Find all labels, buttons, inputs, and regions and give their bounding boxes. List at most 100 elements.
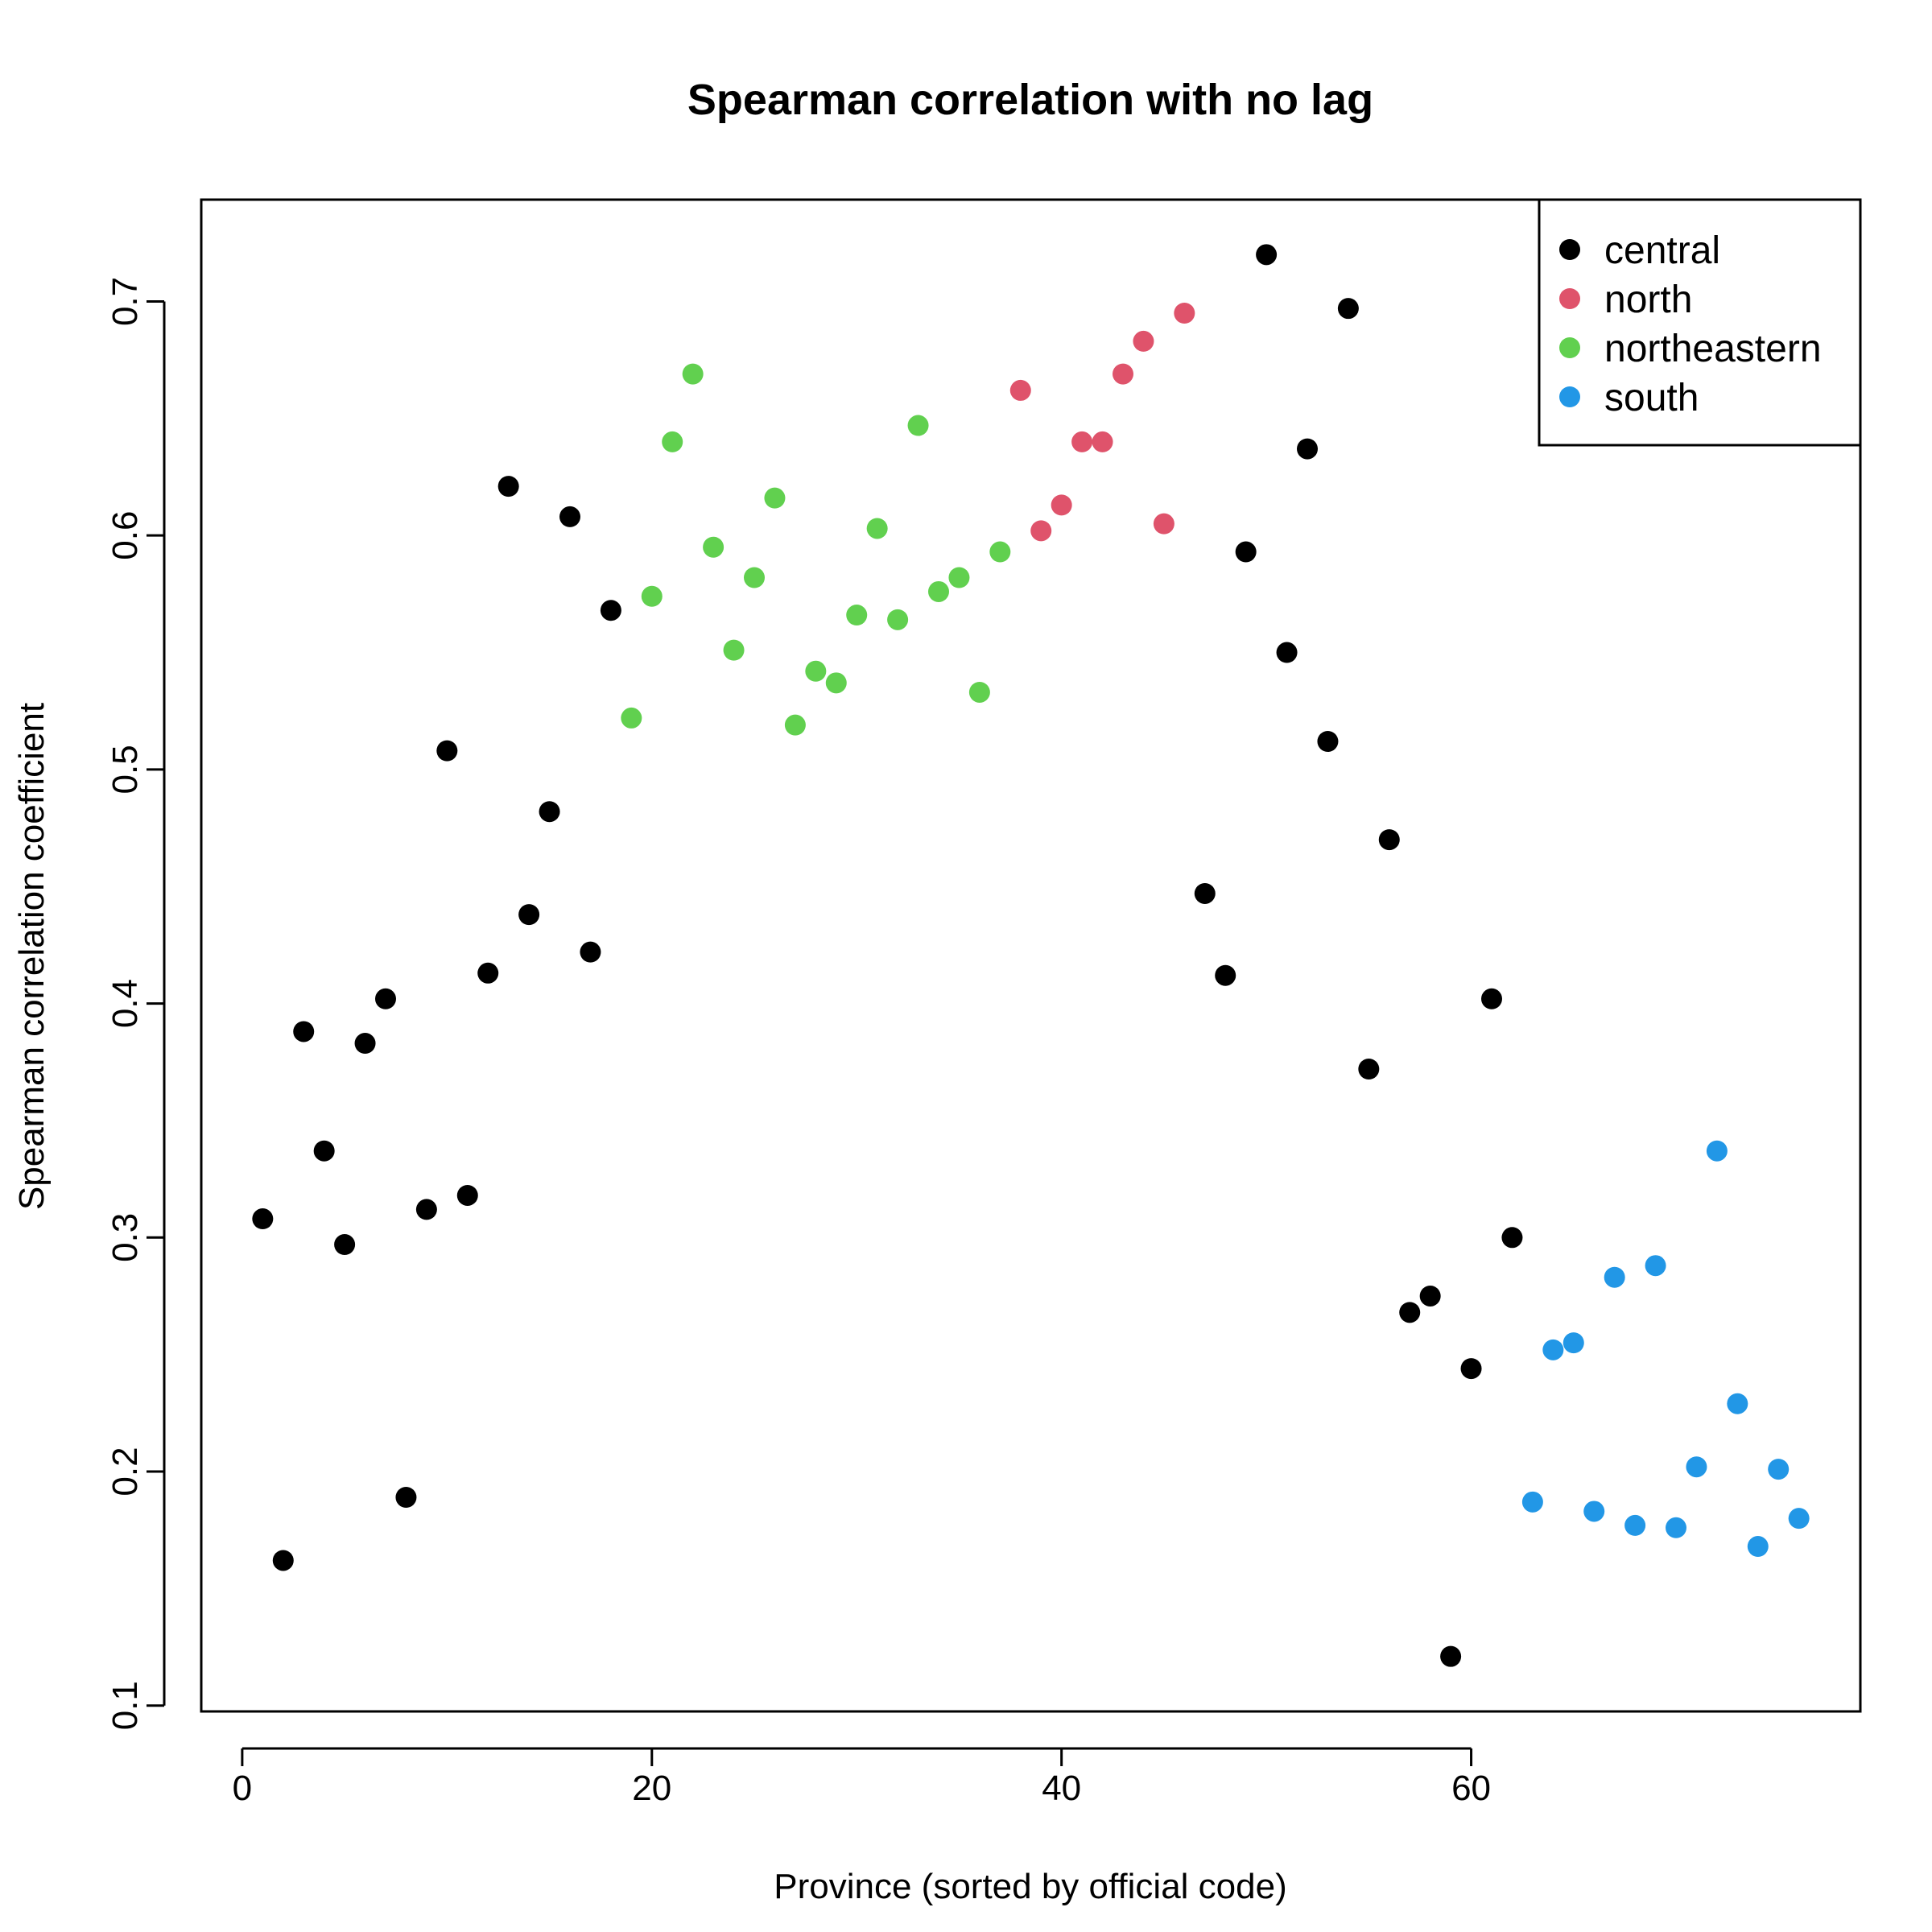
data-point-south bbox=[1542, 1339, 1564, 1360]
data-point-central bbox=[456, 1184, 478, 1206]
chart-title: Spearman correlation with no lag bbox=[687, 76, 1373, 124]
plot-area-frame bbox=[200, 198, 1862, 1713]
x-tick-label: 0 bbox=[233, 1769, 252, 1808]
data-point-northeastern bbox=[825, 672, 847, 694]
data-point-south bbox=[1645, 1255, 1666, 1277]
data-point-northeastern bbox=[744, 567, 765, 588]
data-point-northeastern bbox=[703, 536, 724, 558]
data-point-northeastern bbox=[764, 487, 786, 509]
data-point-south bbox=[1666, 1517, 1686, 1538]
y-tick-label: 0.3 bbox=[105, 1213, 145, 1262]
data-point-central bbox=[1440, 1645, 1462, 1667]
data-point-central bbox=[252, 1208, 274, 1230]
data-point-central bbox=[313, 1140, 335, 1162]
data-point-north bbox=[1174, 302, 1195, 324]
data-point-north bbox=[1009, 379, 1031, 401]
data-point-central bbox=[1460, 1358, 1482, 1380]
x-axis-label: Province (sorted by official code) bbox=[774, 1867, 1286, 1906]
data-point-north bbox=[1133, 330, 1154, 352]
x-tick-label: 60 bbox=[1451, 1769, 1491, 1808]
legend-marker-south bbox=[1559, 386, 1580, 407]
data-point-north bbox=[1071, 431, 1093, 452]
data-point-central bbox=[272, 1550, 294, 1571]
data-point-northeastern bbox=[846, 605, 868, 626]
legend: central north northeastern south bbox=[1538, 198, 1862, 447]
data-point-central bbox=[497, 476, 519, 497]
data-point-central bbox=[518, 904, 540, 926]
data-point-central bbox=[539, 801, 560, 823]
data-point-central bbox=[1215, 964, 1236, 986]
data-point-central bbox=[334, 1234, 356, 1256]
data-point-south bbox=[1583, 1501, 1605, 1522]
legend-label-northeastern: northeastern bbox=[1604, 328, 1822, 370]
data-point-central bbox=[1297, 438, 1318, 460]
data-point-central bbox=[1419, 1285, 1441, 1307]
x-axis: 0 20 40 60 bbox=[233, 1747, 1491, 1808]
legend-marker-northeastern bbox=[1559, 337, 1580, 358]
legend-marker-north bbox=[1559, 288, 1580, 309]
y-tick-label: 0.5 bbox=[105, 745, 145, 794]
data-point-northeastern bbox=[784, 714, 806, 736]
y-axis-label: Spearman correlation coefficient bbox=[12, 703, 52, 1210]
data-point-central bbox=[1337, 298, 1359, 320]
data-point-northeastern bbox=[621, 707, 642, 729]
data-point-north bbox=[1153, 513, 1174, 535]
data-point-central bbox=[436, 740, 458, 762]
data-point-south bbox=[1727, 1393, 1748, 1414]
data-point-central bbox=[477, 962, 499, 984]
data-point-northeastern bbox=[682, 363, 704, 385]
y-axis: 0.1 0.2 0.3 0.4 0.5 0.6 0.7 bbox=[105, 277, 166, 1730]
y-tick-label: 0.2 bbox=[105, 1447, 145, 1496]
legend-box bbox=[1538, 198, 1862, 447]
data-point-northeastern bbox=[887, 609, 909, 630]
data-point-central bbox=[1501, 1227, 1523, 1249]
data-point-central bbox=[1358, 1058, 1380, 1080]
data-point-central bbox=[1378, 829, 1400, 851]
legend-label-central: central bbox=[1604, 229, 1720, 272]
data-point-south bbox=[1788, 1508, 1810, 1530]
y-tick-label: 0.6 bbox=[105, 511, 145, 560]
data-point-south bbox=[1768, 1459, 1790, 1480]
data-point-northeastern bbox=[928, 580, 949, 602]
data-point-northeastern bbox=[948, 567, 970, 588]
x-tick-label: 40 bbox=[1042, 1769, 1081, 1808]
data-point-south bbox=[1624, 1514, 1646, 1536]
data-point-central bbox=[1276, 642, 1298, 663]
data-point-northeastern bbox=[968, 681, 990, 703]
data-point-central bbox=[1317, 730, 1339, 752]
data-point-north bbox=[1113, 363, 1133, 385]
data-point-south bbox=[1706, 1140, 1728, 1162]
data-point-central bbox=[395, 1486, 417, 1508]
x-tick-label: 20 bbox=[632, 1769, 671, 1808]
data-point-northeastern bbox=[662, 431, 683, 452]
data-points bbox=[252, 244, 1810, 1667]
data-point-south bbox=[1747, 1536, 1769, 1558]
data-point-central bbox=[354, 1033, 376, 1055]
data-point-central bbox=[293, 1021, 315, 1042]
y-tick-label: 0.4 bbox=[105, 979, 145, 1028]
data-point-central bbox=[375, 988, 396, 1009]
data-point-central bbox=[415, 1199, 437, 1220]
data-point-south bbox=[1604, 1266, 1625, 1288]
data-point-north bbox=[1092, 431, 1113, 452]
data-point-northeastern bbox=[805, 660, 827, 682]
data-point-northeastern bbox=[723, 639, 745, 661]
data-point-northeastern bbox=[989, 541, 1011, 563]
data-point-north bbox=[1030, 520, 1052, 542]
data-point-north bbox=[1051, 494, 1072, 516]
data-point-central bbox=[1235, 541, 1257, 563]
data-point-central bbox=[600, 600, 621, 621]
data-point-central bbox=[1399, 1302, 1421, 1323]
data-point-northeastern bbox=[866, 518, 888, 539]
y-tick-label: 0.1 bbox=[105, 1681, 145, 1730]
legend-marker-central bbox=[1559, 239, 1580, 260]
data-point-south bbox=[1521, 1491, 1543, 1513]
data-point-south bbox=[1563, 1332, 1584, 1354]
data-point-central bbox=[1481, 988, 1502, 1009]
y-tick-label: 0.7 bbox=[105, 277, 145, 326]
data-point-south bbox=[1686, 1456, 1707, 1478]
legend-label-south: south bbox=[1604, 377, 1699, 419]
data-point-northeastern bbox=[641, 585, 663, 607]
data-point-central bbox=[1256, 244, 1278, 266]
